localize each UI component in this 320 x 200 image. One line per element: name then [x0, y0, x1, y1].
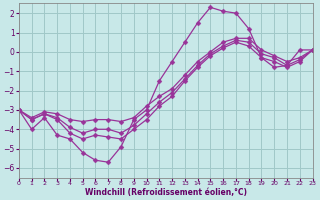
X-axis label: Windchill (Refroidissement éolien,°C): Windchill (Refroidissement éolien,°C)	[85, 188, 247, 197]
